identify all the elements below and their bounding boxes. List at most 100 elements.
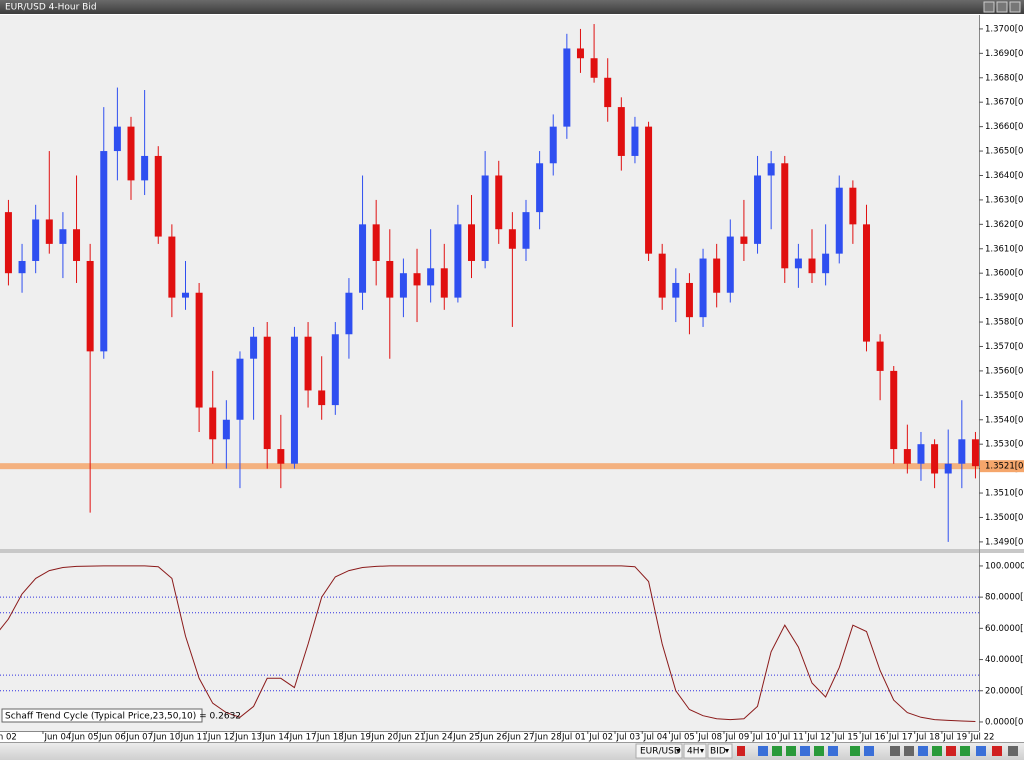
minimize-button[interactable] [983,1,995,13]
candle-body [427,268,435,286]
tool-icon[interactable] [904,746,914,756]
candle-body [576,48,584,59]
x-tick-label: Jun 18 [316,733,344,743]
price-box[interactable] [707,743,733,759]
candle-body [359,224,367,293]
candle-body [290,336,298,464]
candle-body [236,358,244,420]
candle-body [141,155,149,181]
candle-body [849,187,857,225]
y-tick-label: 1.3540[0] [985,415,1024,425]
candle-body [250,336,258,359]
dropdown-arrow [725,749,729,753]
candle-body [617,107,625,156]
symbol-dropdown[interactable]: EUR/USD [635,743,683,759]
tool-icon[interactable] [786,746,796,756]
title-bar [0,0,1024,14]
candle-body [386,260,394,298]
tool-icon[interactable] [960,746,970,756]
candle-body [195,292,203,408]
tool-icon[interactable] [932,746,942,756]
timeframe-box[interactable] [683,743,707,759]
candle-body [481,175,489,261]
x-tick-label: Jul 10 [752,733,777,743]
candle-body [86,260,94,352]
toolbar-icons[interactable] [737,746,1018,756]
window-buttons[interactable] [983,1,1021,13]
price-dropdown[interactable]: BID [707,743,733,759]
symbol-label: EUR/USD [640,747,681,757]
candle-body [645,126,653,254]
tool-icon[interactable] [992,746,1002,756]
candle-body [372,224,380,261]
candle-body [440,268,448,298]
tool-icon[interactable] [918,746,928,756]
candle-body [631,126,639,156]
candle-body [181,292,189,298]
tool-icon[interactable] [800,746,810,756]
x-tick-label: Jun 04 [43,733,71,743]
candle-body [154,155,162,237]
candle-body [18,260,26,274]
close-button[interactable] [1009,1,1021,13]
y-tick-label: 1.3550[0] [985,391,1024,401]
candle-body [658,253,666,298]
candle-body [399,273,407,298]
candle-body [454,224,462,298]
y-tick-label: 1.3610[0] [985,244,1024,254]
candle-body [767,163,775,176]
x-tick-label: Jun 25 [452,733,480,743]
y-tick-label: 40.0000[0] [985,655,1024,665]
main-plot-bg [0,15,979,549]
window-title: EUR/USD 4-Hour Bid [5,3,97,13]
indicator-plot-bg [0,553,979,731]
x-tick-label: Jul 17 [888,733,913,743]
candle-body [277,449,285,464]
y-tick-label: 1.3680[0] [985,73,1024,83]
tool-icon[interactable] [772,746,782,756]
x-tick-label: Jun 05 [71,733,99,743]
indicator-label-box [1,708,203,723]
tool-icon[interactable] [946,746,956,756]
tool-icon[interactable] [1008,746,1018,756]
symbol-box[interactable] [635,743,683,759]
tool-icon[interactable] [890,746,900,756]
candle-body [331,334,339,406]
candle-body [794,258,802,269]
candle-body [781,163,789,269]
maximize-button[interactable] [996,1,1008,13]
candle-body [590,58,598,78]
tool-icon[interactable] [864,746,874,756]
candle-body [263,336,271,450]
y-tick-label: 1.3560[0] [985,366,1024,376]
y-tick-label: 1.3510[0] [985,489,1024,499]
candle-body [862,224,870,342]
candle-body [304,336,312,391]
dropdown-arrow [700,749,704,753]
tool-icon[interactable] [850,746,860,756]
x-tick-label: Jun 20 [370,733,398,743]
tool-icon[interactable] [976,746,986,756]
x-tick-label: Jul 01 [561,733,586,743]
y-tick-label: 100.0000[0] [985,561,1024,571]
candle-body [522,212,530,249]
tool-icon[interactable] [758,746,768,756]
indicator-label: Schaff Trend Cycle (Typical Price,23,50,… [5,712,241,722]
candle-body [73,229,81,261]
x-tick-label: Jun 12 [207,733,235,743]
indicator-panel [0,565,979,722]
timeframe-dropdown[interactable]: 4H [683,743,707,759]
x-tick-label: Jul 19 [942,733,967,743]
tool-icon[interactable] [828,746,838,756]
y-tick-label: 1.3700[0] [985,24,1024,34]
tool-icon[interactable] [737,746,745,756]
candle-body [59,229,67,244]
tool-icon[interactable] [814,746,824,756]
current-price-band [0,463,979,470]
panel-separator [0,549,1024,553]
x-tick-label: Jul 09 [724,733,749,743]
candle-body [740,236,748,244]
timeframe-label: 4H [687,747,700,757]
x-tick-label: Jun 02 [0,733,17,743]
